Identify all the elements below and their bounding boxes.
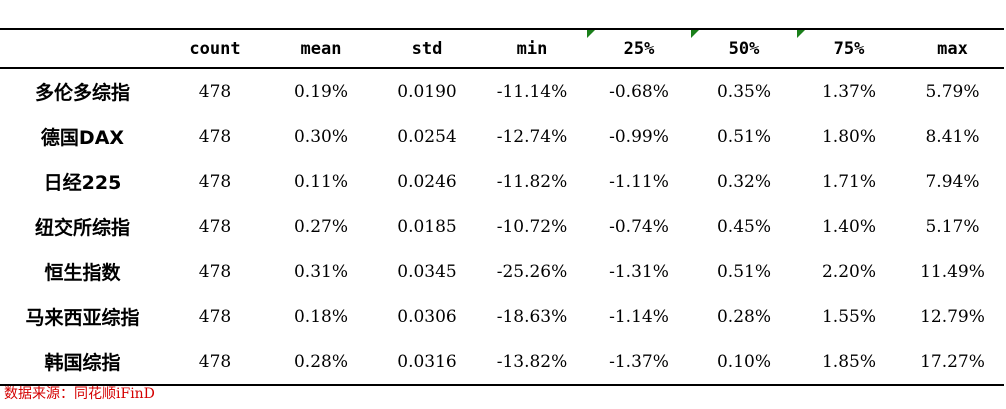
cell-count: 478	[198, 126, 232, 147]
header-std: std	[411, 38, 443, 59]
table-row: 日经225 478 0.11% 0.0246 -11.82% -1.11% 0.…	[0, 159, 1004, 204]
cell-max: 11.49%	[920, 261, 985, 282]
cell-std: 0.0190	[397, 81, 457, 102]
header-75pct-label: 75%	[833, 38, 865, 59]
cell-count: 478	[198, 261, 232, 282]
cell-mean: 0.11%	[293, 171, 348, 192]
cell-75pct: 1.71%	[821, 171, 876, 192]
cell-mean: 0.31%	[293, 261, 348, 282]
cell-min: -10.72%	[496, 216, 568, 237]
source-note: 数据来源：同花顺iFinD	[4, 386, 155, 402]
cell-50pct: 0.51%	[716, 261, 771, 282]
header-25pct: 25%	[587, 29, 691, 68]
comment-marker-icon[interactable]	[691, 30, 699, 38]
cell-mean: 0.28%	[293, 351, 348, 372]
cell-std: 0.0246	[397, 171, 457, 192]
cell-std: 0.0345	[397, 261, 457, 282]
header-corner	[0, 29, 165, 68]
row-label: 恒生指数	[44, 262, 121, 284]
header-row: count mean std min 25% 50% 75% max	[0, 29, 1004, 68]
statistics-table: count mean std min 25% 50% 75% max 多伦多综指…	[0, 28, 1004, 386]
cell-std: 0.0316	[397, 351, 457, 372]
cell-min: -25.26%	[496, 261, 568, 282]
row-label: 德国DAX	[40, 127, 125, 149]
cell-50pct: 0.28%	[716, 306, 771, 327]
cell-count: 478	[198, 81, 232, 102]
cell-max: 7.94%	[925, 171, 980, 192]
cell-mean: 0.27%	[293, 216, 348, 237]
row-label: 多伦多综指	[34, 82, 130, 104]
table-row: 多伦多综指 478 0.19% 0.0190 -11.14% -0.68% 0.…	[0, 68, 1004, 114]
cell-25pct: -1.31%	[609, 261, 669, 282]
cell-25pct: -1.37%	[609, 351, 669, 372]
cell-min: -12.74%	[496, 126, 568, 147]
cell-std: 0.0254	[397, 126, 457, 147]
cell-50pct: 0.35%	[716, 81, 771, 102]
cell-25pct: -1.14%	[609, 306, 669, 327]
cell-max: 5.17%	[925, 216, 980, 237]
cell-max: 8.41%	[925, 126, 980, 147]
table-row: 马来西亚综指 478 0.18% 0.0306 -18.63% -1.14% 0…	[0, 294, 1004, 339]
header-min: min	[516, 38, 548, 59]
cell-mean: 0.18%	[293, 306, 348, 327]
header-50pct-label: 50%	[728, 38, 760, 59]
comment-marker-icon[interactable]	[797, 30, 805, 38]
cell-25pct: -0.99%	[609, 126, 669, 147]
cell-std: 0.0306	[397, 306, 457, 327]
cell-75pct: 1.40%	[821, 216, 876, 237]
cell-75pct: 1.37%	[821, 81, 876, 102]
cell-max: 17.27%	[920, 351, 985, 372]
header-mean: mean	[300, 38, 342, 59]
table-row: 韩国综指 478 0.28% 0.0316 -13.82% -1.37% 0.1…	[0, 339, 1004, 385]
cell-75pct: 1.55%	[821, 306, 876, 327]
header-count: count	[189, 38, 241, 59]
cell-count: 478	[198, 351, 232, 372]
cell-50pct: 0.45%	[716, 216, 771, 237]
row-label: 日经225	[43, 172, 122, 194]
header-25pct-label: 25%	[623, 38, 655, 59]
table-row: 德国DAX 478 0.30% 0.0254 -12.74% -0.99% 0.…	[0, 114, 1004, 159]
header-75pct: 75%	[797, 29, 901, 68]
cell-50pct: 0.32%	[716, 171, 771, 192]
comment-marker-icon[interactable]	[587, 30, 595, 38]
cell-75pct: 1.85%	[821, 351, 876, 372]
cell-max: 5.79%	[925, 81, 980, 102]
cell-count: 478	[198, 171, 232, 192]
row-label: 韩国综指	[44, 352, 121, 374]
cell-25pct: -0.68%	[609, 81, 669, 102]
cell-50pct: 0.10%	[716, 351, 771, 372]
cell-count: 478	[198, 306, 232, 327]
cell-50pct: 0.51%	[716, 126, 771, 147]
cell-25pct: -1.11%	[609, 171, 669, 192]
cell-75pct: 2.20%	[821, 261, 876, 282]
row-label: 马来西亚综指	[25, 307, 140, 329]
cell-75pct: 1.80%	[821, 126, 876, 147]
table-row: 纽交所综指 478 0.27% 0.0185 -10.72% -0.74% 0.…	[0, 204, 1004, 249]
cell-min: -11.82%	[496, 171, 568, 192]
row-label: 纽交所综指	[34, 217, 130, 239]
cell-min: -13.82%	[496, 351, 568, 372]
cell-mean: 0.30%	[293, 126, 348, 147]
cell-count: 478	[198, 216, 232, 237]
table-row: 恒生指数 478 0.31% 0.0345 -25.26% -1.31% 0.5…	[0, 249, 1004, 294]
header-max: max	[937, 38, 968, 59]
cell-mean: 0.19%	[293, 81, 348, 102]
cell-std: 0.0185	[397, 216, 457, 237]
cell-max: 12.79%	[920, 306, 985, 327]
cell-min: -11.14%	[496, 81, 568, 102]
cell-25pct: -0.74%	[609, 216, 669, 237]
cell-min: -18.63%	[496, 306, 568, 327]
header-50pct: 50%	[691, 29, 797, 68]
